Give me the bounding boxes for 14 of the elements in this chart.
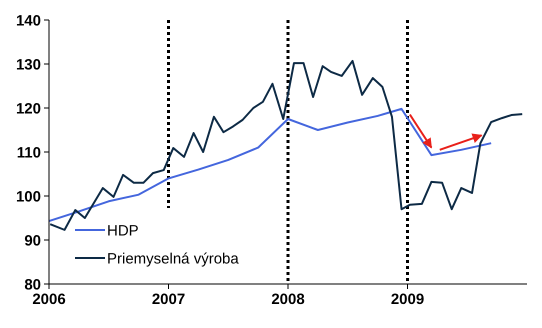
x-tick-label: 2008 xyxy=(271,291,305,308)
y-tick-label: 110 xyxy=(16,144,41,162)
y-tick-label: 100 xyxy=(16,188,41,206)
y-tick-label: 140 xyxy=(16,12,41,30)
legend-label: HDP xyxy=(107,222,139,240)
y-tick-label: 90 xyxy=(24,232,41,250)
line-series xyxy=(48,108,492,222)
y-tick-label: 120 xyxy=(16,100,41,118)
x-tick-label: 2009 xyxy=(390,291,424,308)
y-tick-label: 130 xyxy=(16,56,41,74)
legend-label: Priemyselná výroba xyxy=(107,250,240,268)
y-tick-label: 80 xyxy=(24,276,41,294)
x-tick-label: 2007 xyxy=(152,291,186,308)
x-tick-label: 2006 xyxy=(32,291,66,308)
